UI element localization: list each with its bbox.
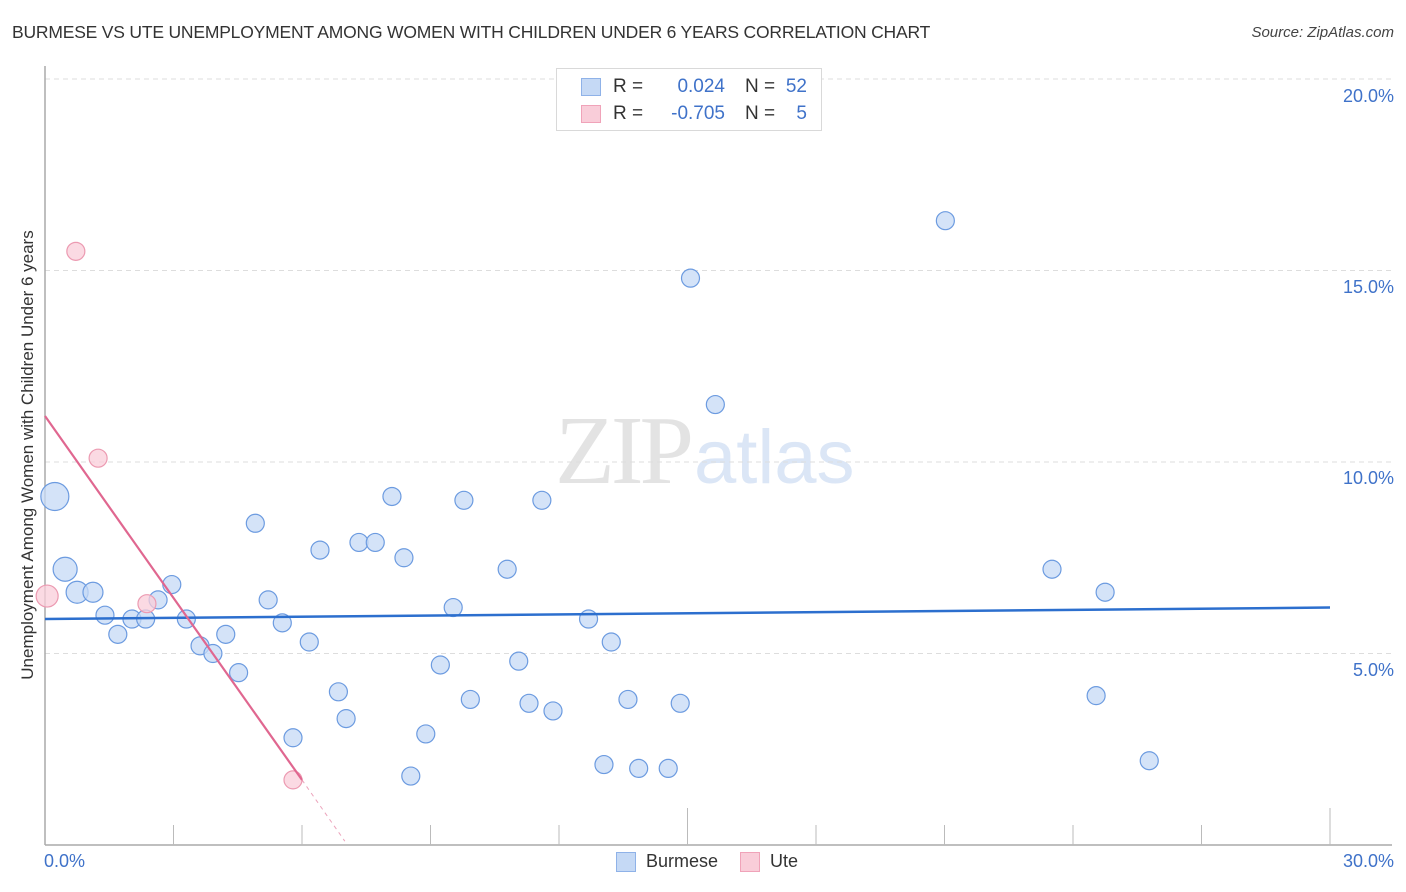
- burmese-data-point: [454, 490, 474, 510]
- burmese-data-point: [670, 693, 690, 713]
- ute-data-point: [35, 584, 59, 608]
- chart-title: BURMESE VS UTE UNEMPLOYMENT AMONG WOMEN …: [12, 22, 931, 42]
- burmese-data-point: [283, 728, 303, 748]
- stats-legend: R = 0.024 N = 52 R = -0.705 N = 5: [556, 68, 822, 131]
- burmese-trend-line: [44, 606, 1331, 621]
- burmese-data-point: [328, 682, 349, 702]
- legend-label-burmese: Burmese: [646, 851, 719, 871]
- burmese-data-point: [680, 268, 701, 288]
- burmese-data-point: [310, 540, 330, 560]
- burmese-data-point: [629, 758, 649, 779]
- burmese-data-point: [349, 532, 369, 553]
- legend-n-label: N =: [745, 76, 776, 97]
- burmese-data-point: [336, 709, 356, 729]
- burmese-data-point: [705, 394, 725, 415]
- y-tick-20: 20.0%: [1342, 86, 1394, 106]
- burmese-data-point: [108, 624, 128, 644]
- burmese-data-point: [601, 632, 621, 652]
- ute-data-point: [137, 594, 157, 614]
- burmese-data-point: [1042, 559, 1062, 579]
- y-axis-label: Unemployment Among Women with Children U…: [18, 230, 37, 680]
- ute-trend-line: [44, 415, 303, 781]
- burmese-data-point: [382, 486, 402, 507]
- burmese-data-point: [82, 581, 104, 603]
- legend-n-value: 5: [796, 103, 807, 124]
- burmese-data-point: [258, 590, 278, 610]
- series-legend: Burmese Ute: [616, 851, 820, 872]
- legend-item-ute[interactable]: Ute: [740, 851, 798, 872]
- burmese-data-point: [52, 556, 78, 582]
- legend-r-label: R =: [613, 103, 644, 124]
- burmese-data-point: [401, 766, 421, 786]
- burmese-data-point: [162, 574, 182, 595]
- ute-swatch: [581, 105, 601, 123]
- burmese-data-point: [365, 532, 385, 553]
- ute-trend-extension: [301, 779, 346, 842]
- burmese-data-point: [1086, 686, 1106, 706]
- ute-data-point: [283, 770, 303, 790]
- legend-row-ute: R = -0.705 N = 5: [581, 102, 807, 126]
- burmese-data-point: [509, 651, 529, 671]
- burmese-data-point: [532, 490, 552, 510]
- legend-n-label: N =: [745, 103, 776, 124]
- burmese-swatch: [581, 78, 601, 96]
- burmese-data-point: [394, 548, 414, 568]
- watermark-zip: ZIP: [555, 397, 694, 505]
- burmese-data-point: [229, 663, 249, 683]
- ute-data-point: [88, 448, 108, 468]
- burmese-data-point: [578, 609, 599, 629]
- burmese-data-point: [272, 613, 292, 633]
- y-tick-10: 10.0%: [1342, 468, 1394, 488]
- burmese-data-point: [519, 693, 539, 713]
- watermark-atlas: atlas: [694, 415, 855, 500]
- burmese-data-point: [216, 624, 236, 644]
- burmese-data-point: [594, 754, 614, 775]
- burmese-swatch: [616, 851, 636, 872]
- burmese-data-point: [1139, 751, 1159, 771]
- burmese-data-point: [95, 605, 115, 625]
- burmese-data-point: [416, 724, 436, 744]
- y-tick-15: 15.0%: [1342, 277, 1394, 297]
- burmese-data-point: [497, 559, 517, 579]
- y-tick-5: 5.0%: [1352, 660, 1394, 680]
- ute-data-point: [66, 241, 86, 261]
- legend-item-burmese[interactable]: Burmese: [616, 851, 718, 872]
- legend-r-value: -0.705: [671, 103, 725, 124]
- legend-n-value: 52: [785, 76, 807, 97]
- legend-row-burmese: R = 0.024 N = 52: [581, 75, 807, 99]
- burmese-data-point: [245, 513, 265, 533]
- x-tick-30: 30.0%: [1342, 851, 1394, 871]
- legend-label-ute: Ute: [770, 851, 799, 871]
- burmese-data-point: [1095, 582, 1115, 602]
- burmese-data-point: [299, 632, 319, 652]
- ute-swatch: [740, 851, 761, 872]
- x-tick-0: 0.0%: [44, 851, 86, 871]
- burmese-data-point: [658, 758, 678, 779]
- source-credit: Source: ZipAtlas.com: [1251, 24, 1394, 41]
- burmese-data-point: [460, 689, 480, 710]
- legend-r-label: R =: [613, 76, 644, 97]
- burmese-data-point: [935, 211, 955, 231]
- burmese-data-point: [543, 701, 563, 721]
- zipatlas-watermark: ZIPatlas: [555, 400, 855, 500]
- burmese-data-point: [443, 597, 463, 618]
- burmese-data-point: [618, 689, 638, 710]
- burmese-data-point: [430, 655, 450, 675]
- burmese-data-point: [40, 481, 70, 512]
- legend-r-value: 0.024: [677, 76, 725, 97]
